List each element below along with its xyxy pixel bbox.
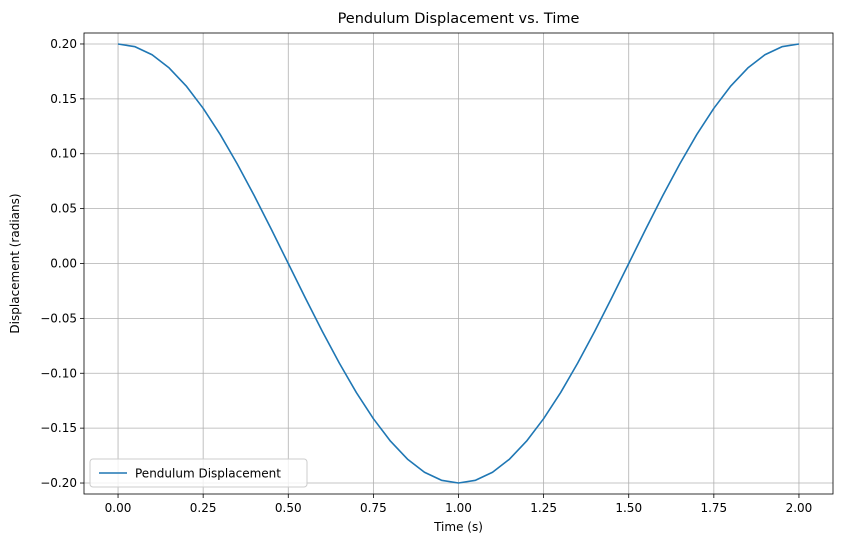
y-tick-label: 0.10: [50, 147, 77, 161]
ticks: 0.00 0.25 0.50 0.75 1.00 1.25 1.50 1.75 2.00 −0.2…: [40, 37, 812, 515]
series-layer: [117, 43, 800, 484]
legend-label: Pendulum Displacement: [135, 467, 281, 481]
x-tick-label: 1.00: [445, 501, 472, 515]
y-tick-label: −0.10: [40, 366, 77, 380]
y-tick-label: 0.00: [50, 257, 77, 271]
y-tick-label: 0.05: [50, 202, 77, 216]
x-tick-label: 1.75: [700, 501, 727, 515]
chart-title: Pendulum Displacement vs. Time: [338, 11, 580, 27]
series-line: [117, 43, 800, 484]
x-tick-label: 1.25: [530, 501, 557, 515]
x-tick-label: 0.50: [275, 501, 302, 515]
legend: Pendulum Displacement: [89, 458, 308, 488]
y-axis-label: Displacement (radians): [8, 193, 22, 333]
y-tick-label: −0.15: [40, 421, 77, 435]
y-tick-label: −0.05: [40, 311, 77, 325]
x-tick-label: 1.50: [615, 501, 642, 515]
y-tick-label: −0.20: [40, 476, 77, 490]
y-tick-label: 0.15: [50, 92, 77, 106]
x-axis-label: Time (s): [433, 520, 483, 534]
legend-box: [89, 458, 308, 488]
x-tick-label: 2.00: [786, 501, 813, 515]
x-tick-label: 0.00: [105, 501, 132, 515]
x-tick-label: 0.75: [360, 501, 387, 515]
y-tick-label: 0.20: [50, 37, 77, 51]
x-tick-label: 0.25: [190, 501, 217, 515]
